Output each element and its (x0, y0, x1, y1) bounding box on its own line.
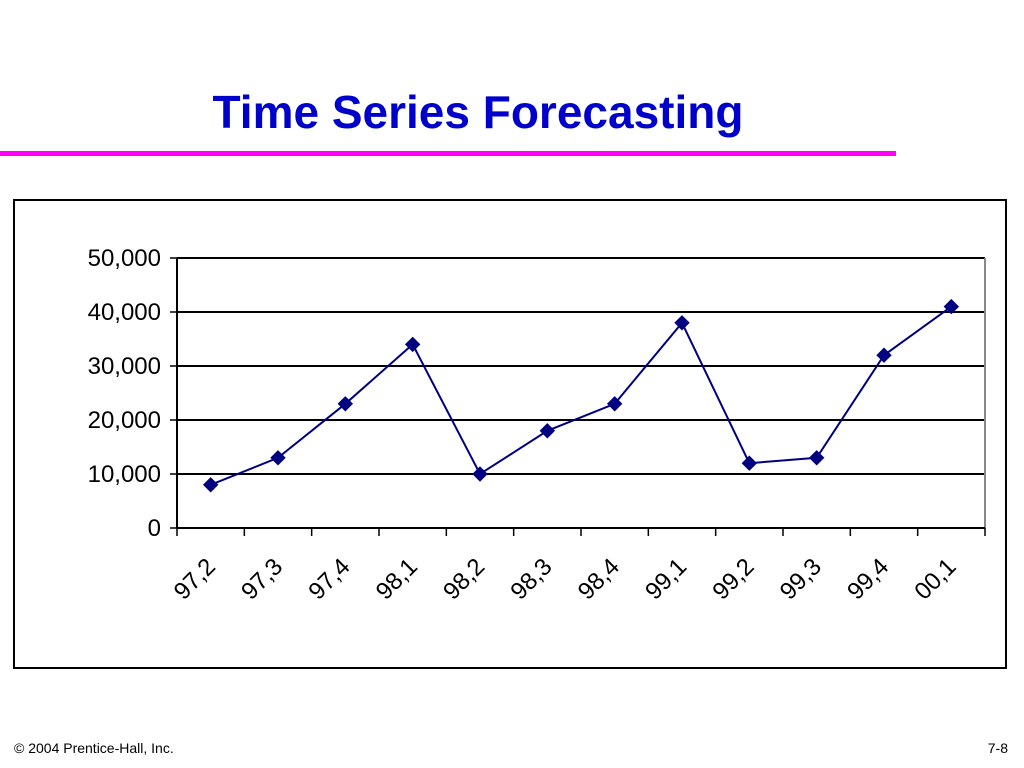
line-chart: 0 10,000 20,000 30,000 40,000 50,000 97,2 97,3 9… (88, 245, 986, 605)
y-tick-label: 50,000 (88, 245, 161, 272)
x-tick-label: 99,2 (707, 553, 759, 605)
data-point-marker (876, 347, 892, 363)
x-tick-label: 00,1 (909, 553, 961, 605)
y-tick-label: 20,000 (88, 407, 161, 434)
data-point-marker (404, 336, 421, 353)
title-underline (0, 151, 896, 156)
x-tick-label: 99,3 (775, 553, 827, 605)
x-tick-label: 97,2 (169, 553, 221, 605)
x-tick-label: 97,4 (303, 553, 355, 605)
series-line (210, 305, 952, 486)
x-tick-label: 98,3 (505, 553, 557, 605)
x-tick-label: 99,1 (640, 553, 692, 605)
data-point-marker (741, 455, 758, 471)
x-tick-label: 98,1 (371, 553, 423, 605)
data-point-marker (337, 396, 354, 412)
data-point-marker (270, 450, 286, 466)
x-tick-label: 98,2 (438, 553, 490, 605)
y-tick-label: 10,000 (88, 461, 161, 488)
y-tick-label: 30,000 (88, 353, 161, 380)
data-point-marker (539, 423, 556, 439)
slide-title: Time Series Forecasting (212, 86, 744, 138)
chart-frame: 0 10,000 20,000 30,000 40,000 50,000 97,2 97,3 9… (13, 199, 1007, 669)
data-point-marker (674, 315, 690, 331)
data-point-marker (472, 466, 488, 482)
data-point-marker (943, 298, 960, 315)
y-tick-label: 0 (148, 515, 161, 542)
x-tick-label: 99,4 (842, 553, 894, 605)
x-tick-label: 97,3 (236, 553, 288, 605)
data-point-marker (808, 450, 825, 466)
data-point-marker (202, 477, 219, 493)
data-point-marker (606, 396, 623, 412)
page-number: 7-8 (987, 740, 1008, 756)
y-tick-label: 40,000 (88, 299, 161, 326)
x-tick-label: 98,4 (573, 553, 625, 605)
copyright-notice: © 2004 Prentice-Hall, Inc. (14, 740, 174, 756)
